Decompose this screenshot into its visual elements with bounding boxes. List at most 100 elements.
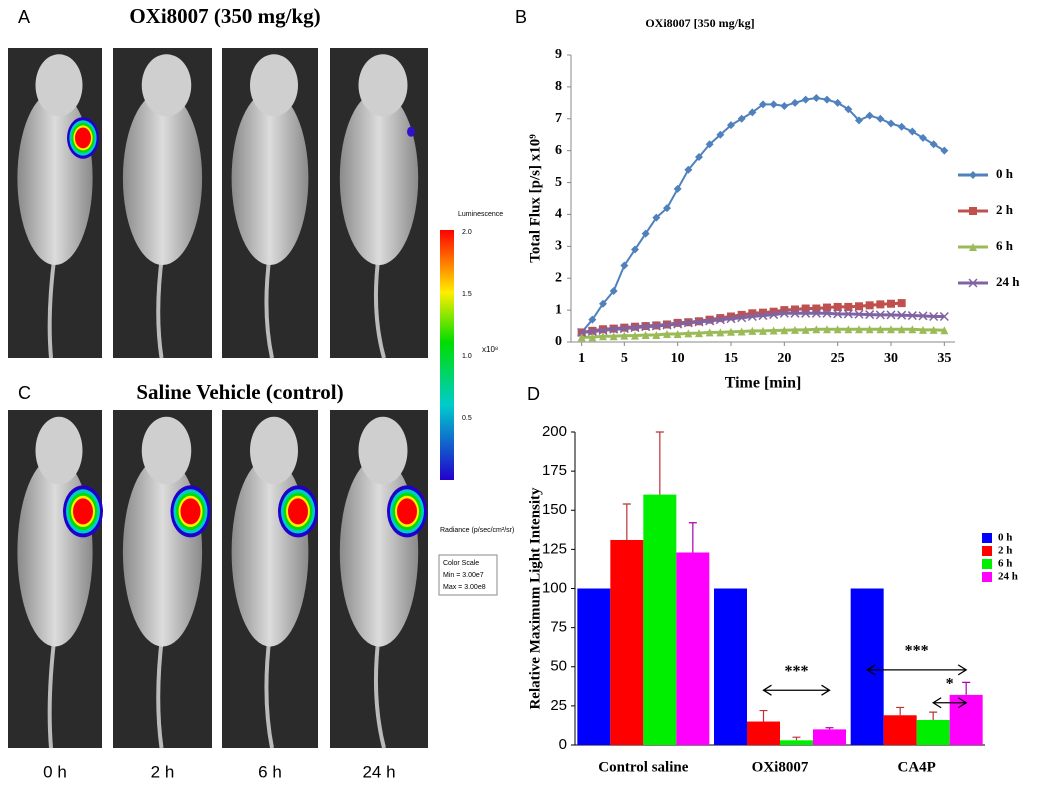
mouse-body	[339, 91, 419, 265]
marker	[673, 330, 682, 339]
color-scale-max: Max = 3.00e8	[443, 584, 486, 591]
marker	[587, 326, 597, 337]
marker	[695, 329, 703, 338]
x-tick-label: 1	[578, 351, 585, 366]
marker	[716, 328, 725, 337]
marker	[577, 327, 587, 337]
marker	[969, 243, 977, 251]
marker	[887, 119, 895, 128]
signal-blob	[397, 498, 417, 525]
marker	[737, 114, 746, 123]
marker	[663, 330, 671, 339]
marker	[716, 314, 725, 323]
color-scale-tick: 0.5	[462, 415, 472, 422]
marker	[844, 105, 853, 114]
error-bar	[896, 706, 905, 716]
time-label: 0 h	[43, 762, 67, 781]
marker	[641, 322, 651, 332]
y-tick-label: 125	[542, 540, 567, 557]
annotation-arrow	[931, 697, 968, 709]
x-tick-label: 10	[671, 351, 685, 366]
marker	[769, 310, 779, 320]
marker	[876, 114, 885, 123]
marker	[641, 229, 650, 238]
marker	[908, 127, 917, 136]
panel-title: OXi8007 (350 mg/kg)	[129, 4, 320, 28]
marker	[801, 308, 811, 318]
legend-label: 2 h	[996, 202, 1014, 217]
marker	[662, 320, 672, 330]
bar	[610, 539, 644, 745]
legend-label: 2 h	[998, 545, 1012, 557]
chart-title: OXi8007 [350 mg/kg]	[645, 16, 754, 30]
marker	[822, 308, 832, 318]
y-tick-label: 2	[555, 270, 562, 285]
marker	[641, 330, 650, 339]
marker	[929, 311, 939, 322]
line-series	[580, 97, 945, 334]
color-scale-unit: x10⁸	[482, 345, 498, 354]
x-tick-label: 35	[937, 351, 951, 366]
marker	[663, 204, 671, 213]
marker	[769, 100, 778, 109]
marker	[876, 325, 885, 334]
marker	[705, 328, 714, 337]
marker	[897, 325, 906, 334]
bar	[883, 715, 917, 745]
error-bar	[688, 522, 697, 553]
bar	[813, 729, 846, 745]
annotation-arrow	[762, 684, 831, 696]
y-tick-label: 3	[555, 239, 562, 254]
marker	[865, 301, 874, 310]
marker	[758, 311, 768, 321]
marker	[652, 330, 661, 339]
marker	[620, 261, 629, 270]
marker	[652, 213, 661, 222]
legend-label: 0 h	[996, 166, 1014, 181]
y-tick-label: 7	[555, 111, 562, 126]
mouse-head	[141, 416, 192, 485]
marker	[865, 325, 874, 334]
mouse-head	[250, 54, 298, 117]
marker	[929, 325, 938, 334]
panel-label: D	[527, 384, 540, 404]
y-tick-label: 150	[542, 501, 567, 518]
marker	[705, 140, 714, 149]
mouse-body	[231, 91, 309, 265]
marker	[673, 319, 683, 329]
marker	[577, 333, 586, 342]
legend-label: 24 h	[996, 274, 1020, 289]
mouse-tail	[47, 632, 57, 749]
error-bar	[622, 503, 631, 540]
y-tick-label: 175	[542, 462, 567, 479]
bar	[916, 719, 950, 745]
error-bar	[929, 711, 938, 720]
mouse-head	[35, 416, 83, 485]
marker	[897, 122, 906, 131]
marker	[694, 317, 704, 327]
signal-blob	[75, 127, 91, 149]
mouse-head	[250, 416, 298, 485]
color-scale-bar	[440, 230, 454, 480]
annotation-arrow	[865, 664, 968, 676]
marker	[737, 310, 746, 319]
marker	[875, 310, 885, 320]
marker	[833, 325, 842, 334]
marker	[897, 310, 907, 320]
marker	[598, 325, 608, 336]
marker	[854, 309, 864, 319]
x-tick-label: 5	[621, 351, 628, 366]
marker	[769, 326, 778, 335]
signal-blob	[407, 126, 415, 137]
y-tick-label: 0	[559, 736, 567, 753]
marker	[769, 307, 778, 316]
error-bar	[962, 681, 971, 695]
marker	[609, 324, 619, 334]
legend-swatch	[982, 546, 992, 556]
marker	[969, 171, 977, 179]
y-tick-label: 25	[550, 697, 567, 714]
mouse-tail	[156, 252, 165, 359]
marker	[876, 300, 885, 309]
color-scale-box	[438, 554, 498, 596]
